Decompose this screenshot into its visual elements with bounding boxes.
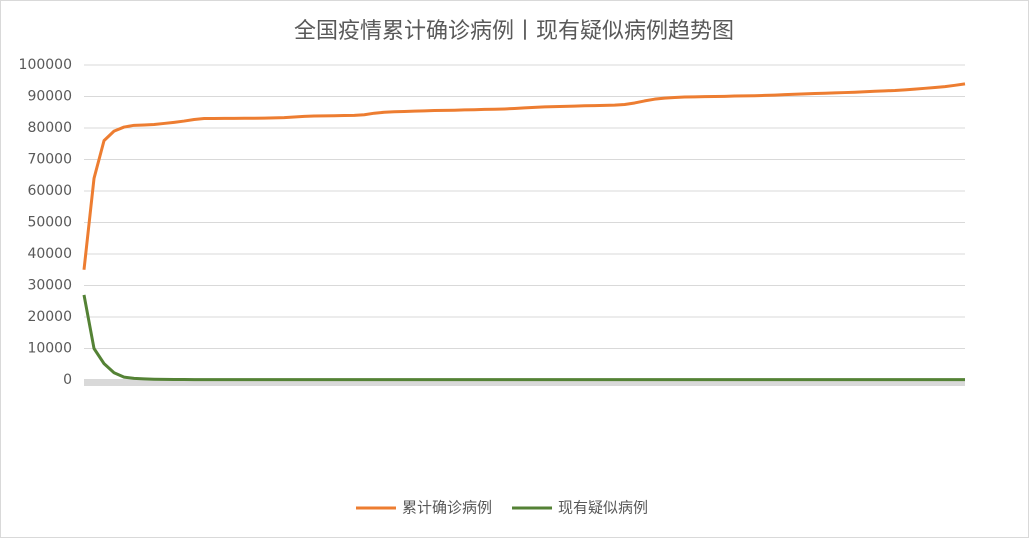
series-line — [82, 294, 965, 382]
legend-label: 现有疑似病例 — [558, 499, 648, 517]
y-tick-label: 0 — [63, 372, 72, 388]
y-tick-label: 60000 — [27, 183, 72, 199]
y-tick-label: 80000 — [27, 120, 72, 136]
series-line — [82, 82, 966, 270]
y-tick-label: 40000 — [27, 246, 72, 262]
legend-label: 累计确诊病例 — [402, 499, 492, 517]
y-tick-label: 100000 — [19, 57, 72, 73]
y-tick-label: 10000 — [27, 341, 72, 357]
y-tick-label: 90000 — [27, 89, 72, 105]
y-tick-label: 30000 — [27, 278, 72, 294]
x-axis-band — [84, 379, 965, 386]
chart-title: 全国疫情累计确诊病例丨现有疑似病例趋势图 — [294, 19, 734, 44]
y-tick-label: 70000 — [27, 152, 72, 168]
y-tick-label: 20000 — [27, 309, 72, 325]
y-tick-label: 50000 — [27, 215, 72, 231]
